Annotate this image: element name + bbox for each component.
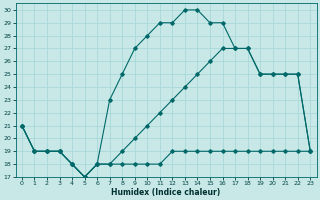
X-axis label: Humidex (Indice chaleur): Humidex (Indice chaleur) xyxy=(111,188,221,197)
